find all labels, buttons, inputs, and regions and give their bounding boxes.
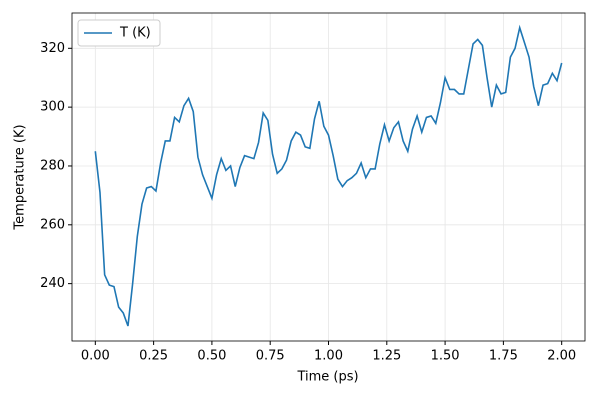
x-tick-label: 1.00 <box>314 349 343 364</box>
x-tick-label: 1.25 <box>372 349 401 364</box>
y-tick-label: 320 <box>40 41 65 56</box>
legend-label: T (K) <box>119 26 151 41</box>
x-tick-label: 0.25 <box>139 349 168 364</box>
y-axis-label: Temperature (K) <box>13 124 28 230</box>
x-tick-label: 0.50 <box>197 349 226 364</box>
x-tick-label: 2.00 <box>547 349 576 364</box>
plot-frame <box>71 12 586 342</box>
line-series <box>94 24 563 327</box>
x-axis-label: Time (ps) <box>296 370 358 385</box>
legend-box <box>77 19 161 47</box>
x-tick-label: 1.75 <box>489 349 518 364</box>
y-tick-label: 240 <box>40 276 65 291</box>
x-tick-label: 0.00 <box>81 349 110 364</box>
x-tick-label: 0.75 <box>256 349 285 364</box>
y-tick-label: 280 <box>40 158 65 173</box>
y-tick-label: 300 <box>40 100 65 115</box>
y-tick-label: 260 <box>40 217 65 232</box>
x-tick-label: 1.50 <box>431 349 460 364</box>
